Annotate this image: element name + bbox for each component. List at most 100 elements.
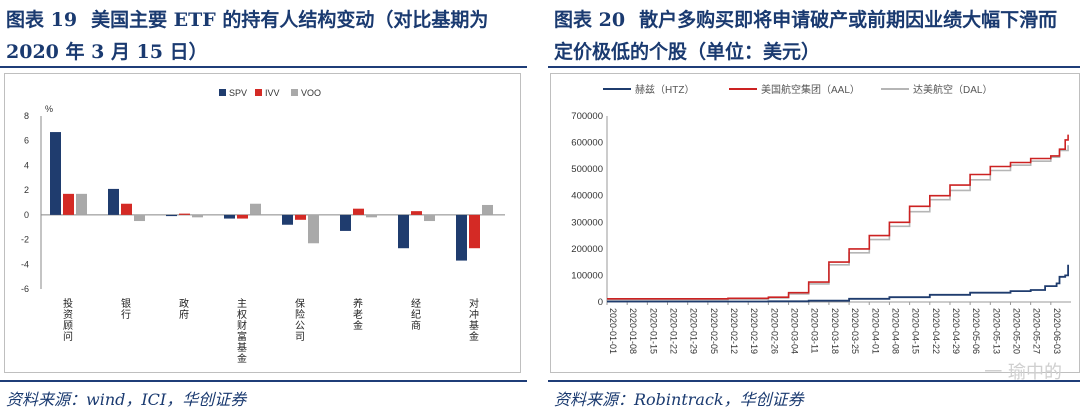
bar-voo [366,214,377,218]
x-tick-label: 2020-01-22 [669,308,679,354]
category-label: 主权财富基金 [235,298,247,364]
bar-spv [398,214,409,249]
right-source-rule [548,380,1080,382]
bar-spv [224,214,235,219]
x-tick-label: 2020-04-01 [870,308,880,354]
right-figure-title-text: 散户多购买即将申请破产或前期因业绩大幅下滑而定价极低的个股（单位：美元） [554,9,1058,63]
left-figure-label: 图表 19 [6,9,78,31]
bar-spv [108,188,119,215]
y-tick-label: 8 [24,111,29,121]
x-tick-label: 2020-02-12 [729,308,739,354]
legend-label-dal: 达美航空（DAL） [913,83,992,96]
x-tick-label: 2020-04-22 [931,308,941,354]
bar-ivv [237,214,248,219]
category-label: 投资顾问 [61,297,73,342]
bar-spv [166,214,177,217]
left-title-rule [0,66,527,68]
y-tick-label: 100000 [571,270,603,281]
right-title-rule [548,66,1080,68]
category-label: 经纪商 [409,297,421,331]
bar-ivv [469,214,480,249]
y-tick-label: 0 [24,210,29,220]
x-tick-label: 2020-04-15 [911,308,921,354]
x-tick-label: 2020-01-29 [689,308,699,354]
x-tick-label: 2020-03-25 [850,308,860,354]
bar-voo [192,214,203,218]
series-line-htz [607,264,1069,303]
legend-label-voo: VOO [301,88,321,98]
right-figure-label: 图表 20 [554,9,626,31]
left-figure: 图表 19 美国主要 ETF 的持有人结构变动（对比基期为 2020 年 3 月 … [0,0,527,418]
y-tick-label: 600000 [571,138,603,149]
x-tick-label: 2020-05-06 [971,308,981,354]
y-tick-label: 300000 [571,217,603,228]
bar-spv [50,132,61,215]
y-tick-label: 400000 [571,191,603,202]
line-chart: 赫兹（HTZ） 美国航空集团（AAL） 达美航空（DAL） 0 100000 200000… [571,83,1071,354]
x-tick-label: 2020-01-08 [628,308,638,354]
legend-swatch-ivv [255,89,262,96]
line-chart-frame: 赫兹（HTZ） 美国航空集团（AAL） 达美航空（DAL） 0 100000 200000… [550,73,1080,373]
y-tick-label: 200000 [571,244,603,255]
bar-spv [340,214,351,231]
legend-label-htz: 赫兹（HTZ） [635,84,694,96]
watermark: 一 瑜中的 [984,362,1062,383]
left-figure-title: 图表 19 美国主要 ETF 的持有人结构变动（对比基期为 2020 年 3 月 … [6,4,526,68]
right-figure-title: 图表 20 散户多购买即将申请破产或前期因业绩大幅下滑而定价极低的个股（单位：美元… [554,4,1074,68]
x-tick-label: 2020-03-18 [830,308,840,354]
legend-label-spv: SPV [229,88,247,98]
bar-voo [76,193,87,215]
left-figure-title-text: 美国主要 ETF 的持有人结构变动（对比基期为 2020 年 3 月 15 日） [6,9,489,63]
category-label: 养老金 [351,297,363,331]
x-tick-label: 2020-01-01 [608,308,618,354]
bar-chart-frame: SPV IVV VOO% -6 -4 -2 0 2 4 6 8 投资顾问 银行 政府 主权财富基金 保险公司 养… [4,73,521,373]
x-tick-label: 2020-03-11 [810,308,820,353]
y-tick-label: 2 [24,185,29,195]
y-axis-unit-label: % [45,104,53,114]
legend-label-aal: 美国航空集团（AAL） [761,83,860,96]
y-tick-label: 6 [24,136,29,146]
x-tick-label: 2020-02-05 [709,308,719,354]
y-tick-label: 4 [24,160,29,170]
series-line-aal [607,134,1069,300]
bar-legend: SPV IVV VOO [219,88,321,98]
bar-spv [282,214,293,225]
x-tick-label: 2020-03-04 [790,308,800,354]
x-tick-label: 2020-05-27 [1032,308,1042,354]
bar-ivv [63,193,74,215]
category-label: 政府 [177,297,189,320]
series-line-dal [607,145,1069,301]
bar-ivv [295,214,306,220]
category-label: 银行 [119,297,131,320]
x-tick-label: 2020-05-13 [991,308,1001,354]
bar-ivv [121,203,132,215]
bar-voo [134,214,145,222]
bar-voo [482,204,493,215]
y-tick-label: -6 [21,284,29,294]
bar-voo [250,203,261,215]
left-source: 资料来源：wind，ICI，华创证券 [6,390,247,409]
bar-voo [308,214,319,244]
y-tick-label: -2 [21,235,29,245]
x-tick-label: 2020-04-08 [890,308,900,354]
right-source: 资料来源：Robintrack，华创证券 [554,390,804,409]
legend-label-ivv: IVV [265,88,280,98]
x-tick-label: 2020-05-20 [1011,308,1021,354]
bar-chart: SPV IVV VOO% -6 -4 -2 0 2 4 6 8 投资顾问 银行 政府 主权财富基金 保险公司 养… [21,88,505,364]
category-label: 保险公司 [293,297,305,342]
x-tick-label: 2020-06-03 [1052,308,1062,354]
bar-ivv [411,211,422,215]
y-tick-label: 500000 [571,164,603,175]
right-figure: 图表 20 散户多购买即将申请破产或前期因业绩大幅下滑而定价极低的个股（单位：美元… [548,0,1080,418]
legend-swatch-spv [219,89,226,96]
bar-ivv [353,208,364,215]
bar-voo [424,214,435,222]
x-tick-label: 2020-02-26 [769,308,779,354]
bar-ivv [179,213,190,215]
y-tick-label: 0 [598,297,603,308]
x-tick-label: 2020-04-29 [951,308,961,354]
y-tick-label: 700000 [571,111,603,122]
x-tick-label: 2020-01-15 [648,308,658,354]
legend-swatch-voo [291,89,298,96]
left-source-rule [0,380,527,382]
